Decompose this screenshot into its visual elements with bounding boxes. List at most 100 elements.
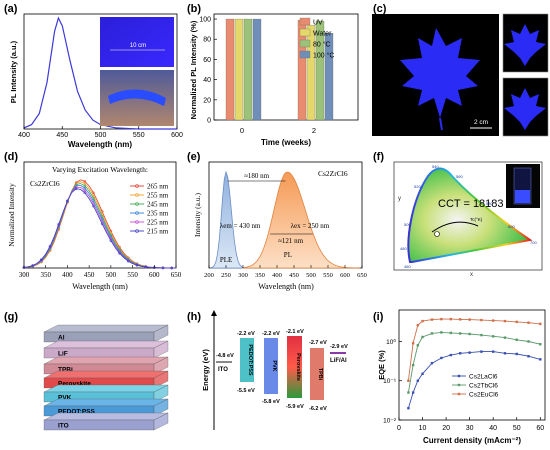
pl-curve-e (242, 171, 361, 269)
legend-label-d: 255 nm (147, 192, 169, 200)
label-tpbi: TPBi (317, 368, 323, 381)
x-tick-label-a: 400 (18, 132, 30, 139)
layer-label: Al (58, 335, 65, 342)
cie-axis-x: x (470, 272, 473, 278)
panel-label-a: (a) (4, 3, 18, 15)
wavelength-label: 600 (508, 224, 515, 229)
point-i (539, 343, 542, 346)
bent-film-shape (108, 89, 166, 106)
legend-marker-d (135, 184, 139, 188)
point-d (66, 199, 69, 203)
bar-water-week0 (234, 18, 244, 121)
label-pvk: PVK (271, 360, 277, 371)
x-ticks-d: 300 350 400 450 500 550 600 650 (19, 265, 182, 279)
wavelength-label: 540 (432, 164, 439, 169)
x-tick-label-e: 350 (255, 272, 265, 279)
x-tick-label-a: 600 (171, 132, 183, 139)
point-d (135, 263, 139, 267)
point-d (92, 196, 95, 200)
y-ticks-b: 0 20 40 60 80 100 (199, 17, 217, 125)
legend-label-i: Cs2LaCl6 (469, 374, 498, 381)
bar-100c-week2 (324, 33, 334, 121)
point-i (430, 332, 434, 335)
axis-label-y-e: Intensity (a.u.) (193, 193, 202, 237)
y-tick-label-b: 0 (207, 118, 211, 125)
point-i (503, 319, 507, 323)
annotation-e: Cs2ZrCl6 (318, 169, 348, 178)
layer-side (153, 384, 169, 403)
x-tick-label-d: 400 (62, 271, 73, 279)
point-i (468, 318, 471, 321)
vial-glow (515, 190, 530, 203)
x-tick-label-d: 600 (149, 271, 160, 279)
scale-text-a: 10 cm (130, 43, 146, 49)
layer-side (153, 356, 169, 375)
x-tick-label-i: 50 (513, 425, 521, 432)
x-tick-label-i: 40 (489, 425, 497, 432)
point-d (40, 258, 43, 261)
legend-marker-d (135, 193, 139, 197)
panel-h: (h) Energy (eV) -4.8 eV ITO PEDOT:PSS -2… (187, 310, 348, 430)
layer-top (43, 384, 169, 393)
axis-label-y-i: EQE (%) (377, 350, 386, 380)
legend-marker-d (135, 202, 139, 206)
x-tick-label-a: 550 (133, 132, 145, 139)
layer-label: Perovskite (58, 381, 91, 388)
x-tick-label-a: 500 (95, 132, 107, 139)
point-i (449, 353, 453, 357)
planckian-locus (431, 221, 479, 233)
point-i (527, 355, 530, 358)
layer-side (153, 398, 169, 417)
point-i (411, 363, 415, 367)
x-tick-label-e: 400 (272, 272, 282, 279)
x-tick-label-e: 650 (357, 272, 367, 279)
layer-side (153, 340, 169, 359)
plot-frame-b (213, 13, 359, 121)
point-d (92, 204, 95, 208)
fwhm-label: ≈121 nm (278, 237, 304, 245)
y-tick-label-b: 100 (199, 17, 211, 24)
bar-80c-week2 (315, 20, 325, 121)
legend-marker-d (135, 229, 139, 233)
legend-swatch-b (299, 50, 311, 59)
legend-label-d: 245 nm (147, 201, 169, 209)
axis-label-y-b: Normalized PL Intensity (%) (189, 20, 198, 119)
pl-curve (23, 16, 177, 130)
point-i (468, 332, 471, 336)
layer-label: ITO (58, 423, 69, 430)
point-d (118, 252, 121, 255)
tc-label: Tc(°K) (470, 217, 483, 222)
leaf-small-2 (504, 88, 546, 130)
wavelength-label: 560 (456, 174, 463, 179)
x-tick-label-b: 2 (312, 126, 316, 135)
point-i (416, 344, 420, 347)
legend-label-b: 80 °C (313, 41, 331, 49)
x-tick-label-a: 450 (56, 132, 68, 139)
point-i (430, 318, 434, 321)
energy-axis-label: Energy (eV) (201, 349, 210, 391)
point-i (503, 336, 507, 339)
lambda-ex-label: λex = 250 nm (291, 222, 330, 230)
x-tick-label-d: 450 (84, 271, 95, 279)
panel-label-h: (h) (187, 311, 201, 323)
plot-frame-d (23, 161, 177, 269)
level-ito: -4.8 eV (216, 353, 234, 359)
legend-marker-i (457, 392, 461, 396)
axis-label-x-i: Current density (mAcm⁻²) (423, 436, 521, 445)
legend-label-d: 265 nm (147, 183, 169, 191)
point-i (411, 342, 415, 345)
axis-label-x-e: Wavelength (nm) (258, 282, 314, 291)
point-i (440, 331, 443, 334)
x-tick-label-e: 500 (306, 272, 316, 279)
legend-label-d: 215 nm (147, 228, 169, 236)
y-tick-label-i: 10⁻² (383, 418, 397, 425)
point-i (421, 335, 424, 339)
x-ticks-a: 400 450 500 550 600 (18, 126, 183, 139)
panel-e: (e) 200 250 300 350 400 450 500 550 600 650 PLEPL… (187, 151, 367, 291)
point-i (407, 379, 410, 382)
bar-uv-week0 (225, 18, 235, 121)
